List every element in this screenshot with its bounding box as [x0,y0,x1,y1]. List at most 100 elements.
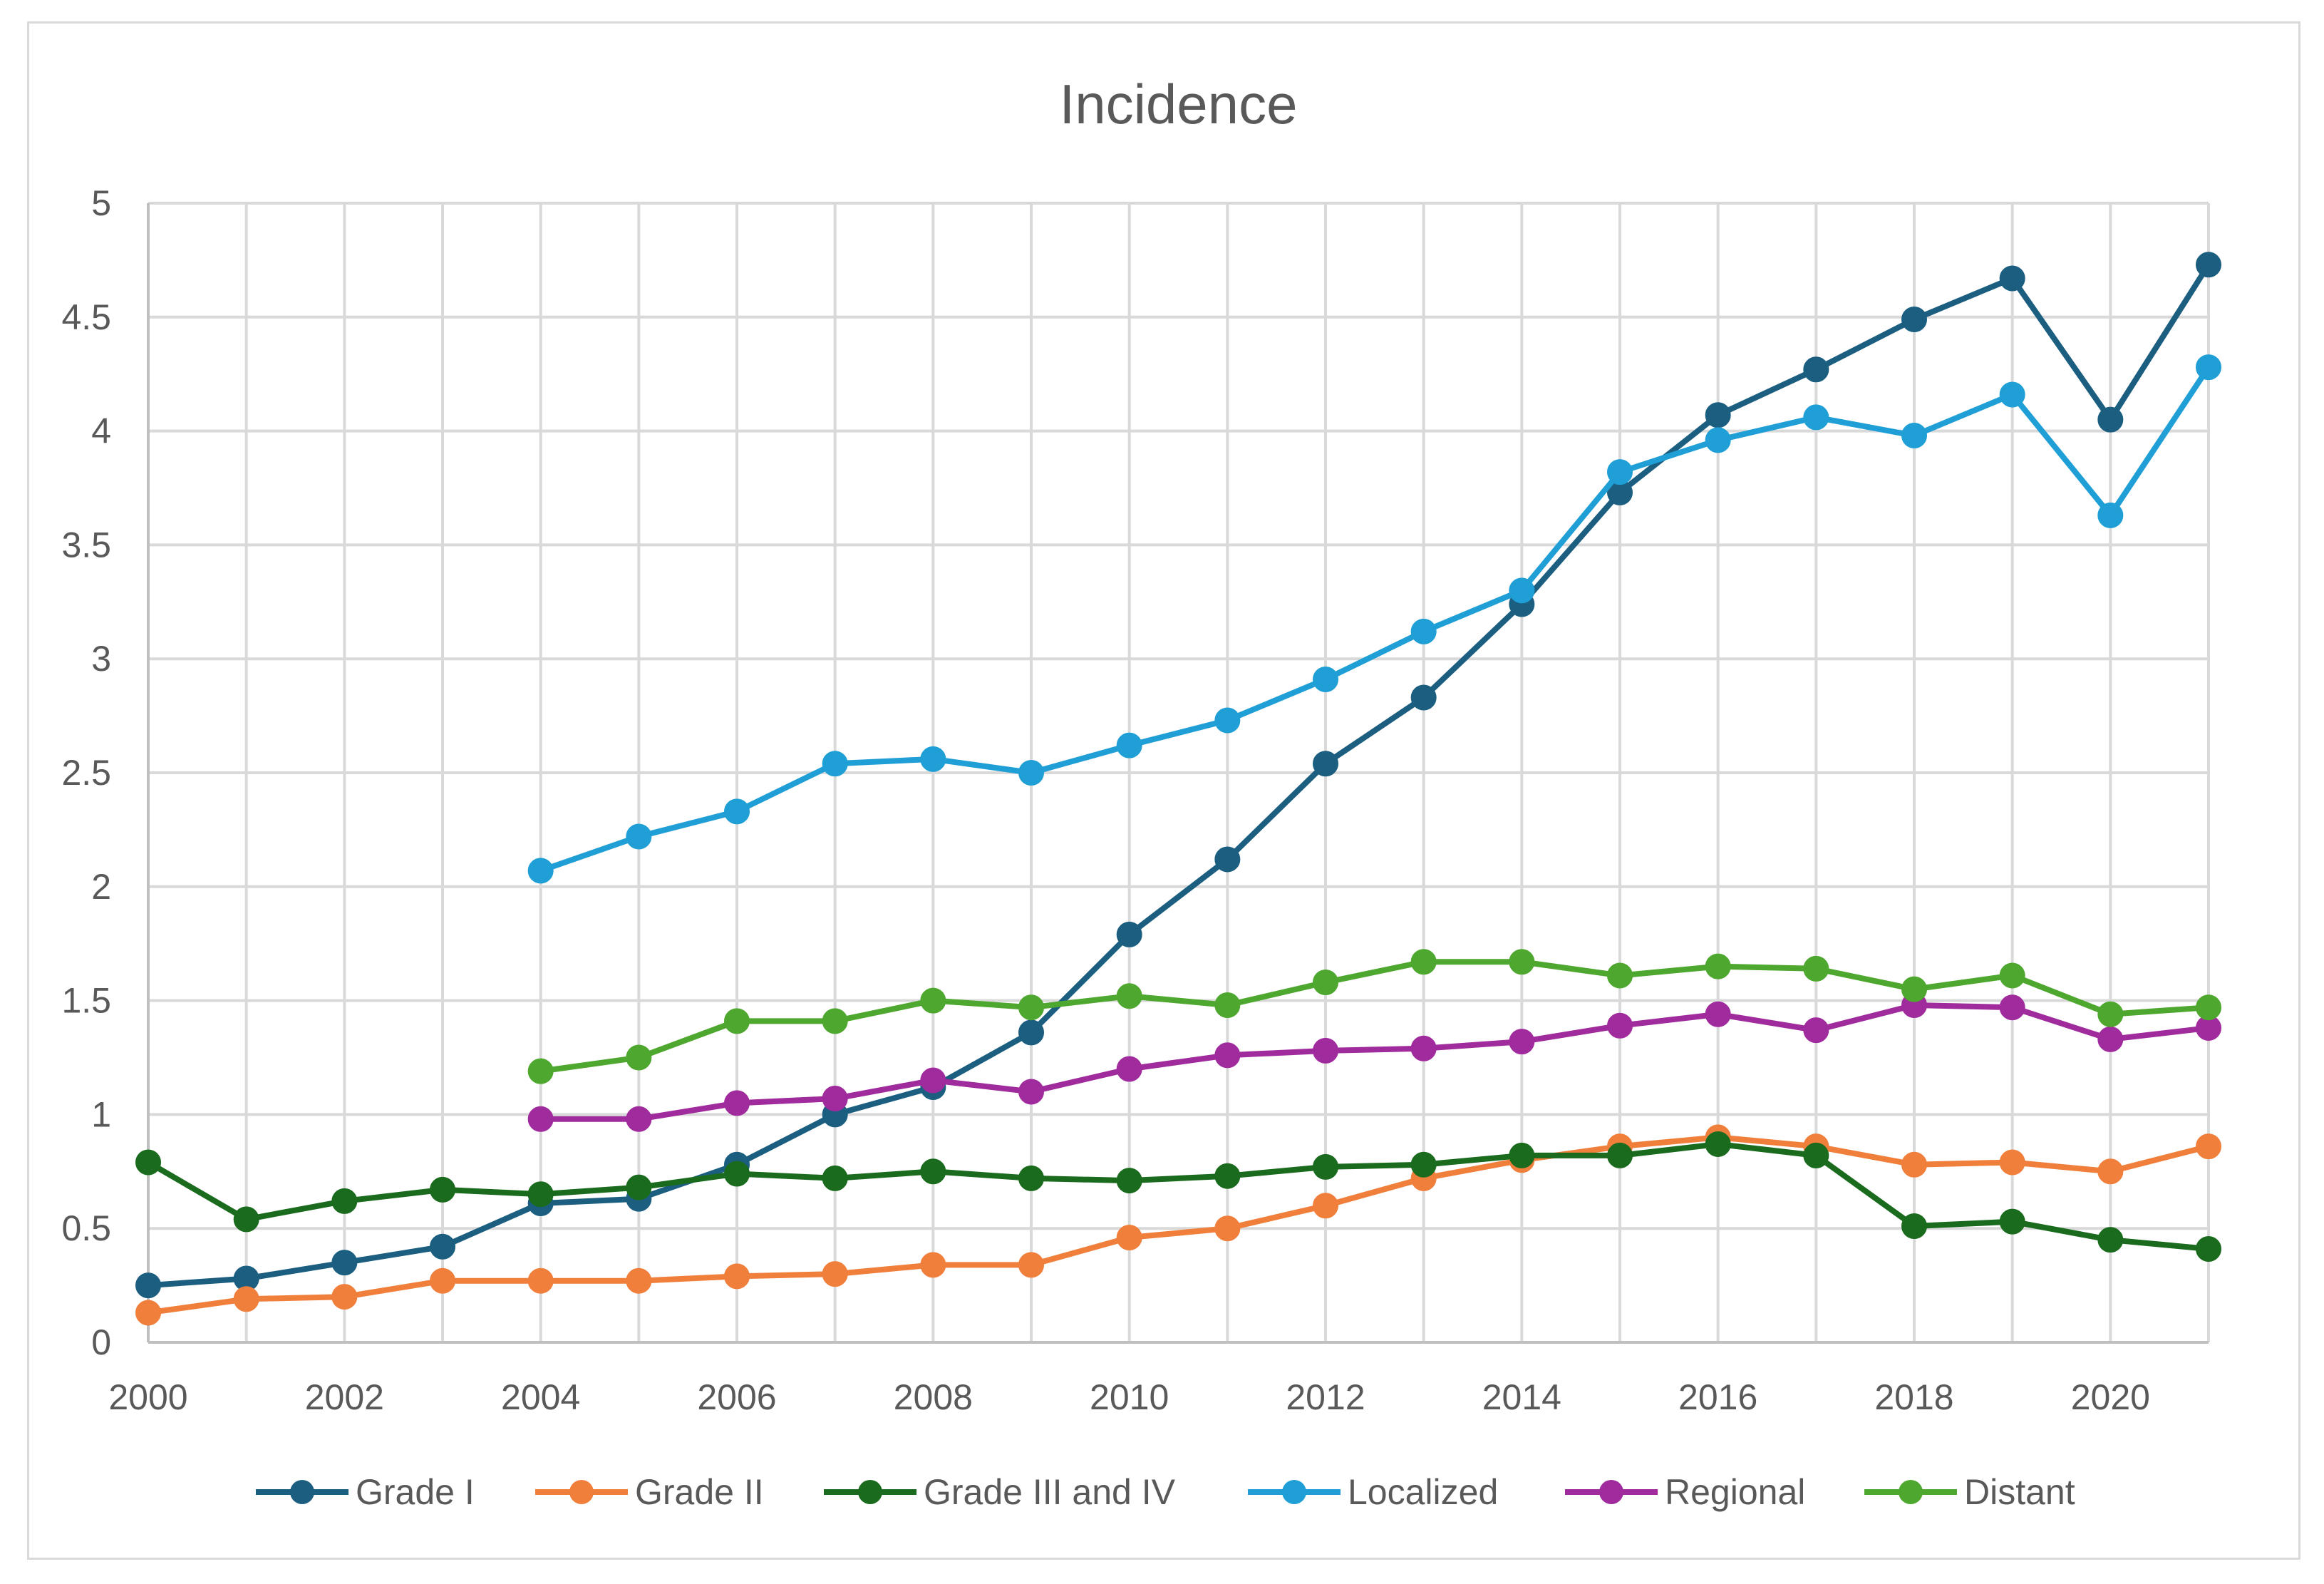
data-point [626,1044,652,1071]
data-point [920,987,946,1014]
data-point [1803,404,1829,431]
x-tick-label: 2004 [501,1377,580,1417]
data-point [527,1267,554,1294]
data-point [1313,1037,1338,1064]
legend-marker [290,1480,314,1504]
data-point [1705,427,1731,453]
data-point [1313,1193,1338,1219]
chart-title: Incidence [1060,73,1298,135]
legend-marker [1899,1480,1923,1504]
data-point [135,1300,161,1326]
data-point [233,1286,259,1312]
legend-label: Regional [1665,1472,1805,1512]
series-line [537,959,2211,1074]
data-point [331,1284,358,1310]
y-tick-label: 0 [91,1322,111,1362]
legend-item: Distant [1864,1472,2075,1512]
series-line [537,1002,2211,1122]
data-point [1509,1029,1535,1055]
data-point [2196,1235,2221,1262]
data-point [1607,459,1633,485]
data-point [920,1252,946,1278]
legend-label: Grade III and IV [924,1472,1176,1512]
data-point [1705,402,1731,428]
data-point [527,858,554,884]
data-point [1116,983,1142,1009]
y-tick-label: 4 [91,411,111,451]
data-point [920,1067,946,1094]
data-point [1116,1168,1142,1194]
data-point [2097,1026,2124,1052]
data-point [527,1106,554,1132]
legend-label: Distant [1964,1472,2075,1512]
data-point [724,1090,750,1116]
data-point [920,746,946,772]
line-chart: Incidence 0 0.5 1 1.5 2 2.5 3 3.5 4 4.5 5 2000 2002 2… [61,73,2221,1512]
data-point [2196,252,2221,278]
data-point [1901,1213,1927,1240]
data-point [2196,994,2221,1021]
gridlines [147,202,2210,1342]
data-point [2196,354,2221,381]
series-grade-i [135,252,2221,1299]
data-point [1018,1252,1044,1278]
data-point [1509,949,1535,975]
data-point [1509,577,1535,604]
data-point [1410,1035,1437,1061]
y-tick-label: 2 [91,867,111,907]
data-point [2196,1133,2221,1160]
legend-label: Grade II [635,1472,764,1512]
data-point [724,798,750,825]
x-tick-label: 2010 [1090,1377,1169,1417]
legend-item: Localized [1248,1472,1498,1512]
data-point [1116,921,1142,947]
data-point [724,1161,750,1187]
y-tick-label: 1.5 [61,981,111,1021]
data-point [1018,1079,1044,1105]
data-point [1999,1208,2025,1235]
data-point [1999,1149,2025,1176]
data-point [135,1149,161,1176]
data-point [2097,1227,2124,1253]
data-point [135,1272,161,1299]
data-point [430,1267,455,1294]
data-point [1018,1165,1044,1191]
axes: 0 0.5 1 1.5 2 2.5 3 3.5 4 4.5 5 2000 2002 2004 2006 200… [61,183,2209,1417]
data-point [822,1261,848,1287]
data-point [1313,970,1338,996]
series-line [145,1141,2211,1252]
data-point [724,1008,750,1034]
legend-item: Regional [1565,1472,1805,1512]
x-tick-label: 2006 [697,1377,776,1417]
legend-item: Grade II [535,1472,764,1512]
legend-item: Grade III and IV [824,1472,1176,1512]
data-point [1705,953,1731,979]
data-point [1116,1056,1142,1082]
data-point [527,1058,554,1084]
data-point [1214,1163,1241,1189]
series-distant [527,949,2221,1084]
series-line [145,262,2211,1289]
data-point [430,1176,455,1203]
data-point [920,1158,946,1185]
data-point [1803,955,1829,982]
data-point [1018,760,1044,786]
data-point [1313,751,1338,777]
y-tick-label: 1 [91,1094,111,1134]
data-point [1214,846,1241,873]
data-point [1705,1131,1731,1157]
data-point [1214,1215,1241,1242]
data-point [626,1267,652,1294]
data-point [527,1181,554,1208]
data-point [2097,502,2124,528]
data-point [1410,949,1437,975]
series-grade-iii-and-iv [135,1131,2221,1262]
y-tick-label: 5 [91,183,111,223]
x-tick-label: 2014 [1482,1377,1561,1417]
y-tick-label: 2.5 [61,753,111,793]
data-point [1803,1017,1829,1044]
data-point [822,1086,848,1112]
data-point [1803,1142,1829,1168]
data-point [1410,1151,1437,1178]
data-point [1999,381,2025,408]
